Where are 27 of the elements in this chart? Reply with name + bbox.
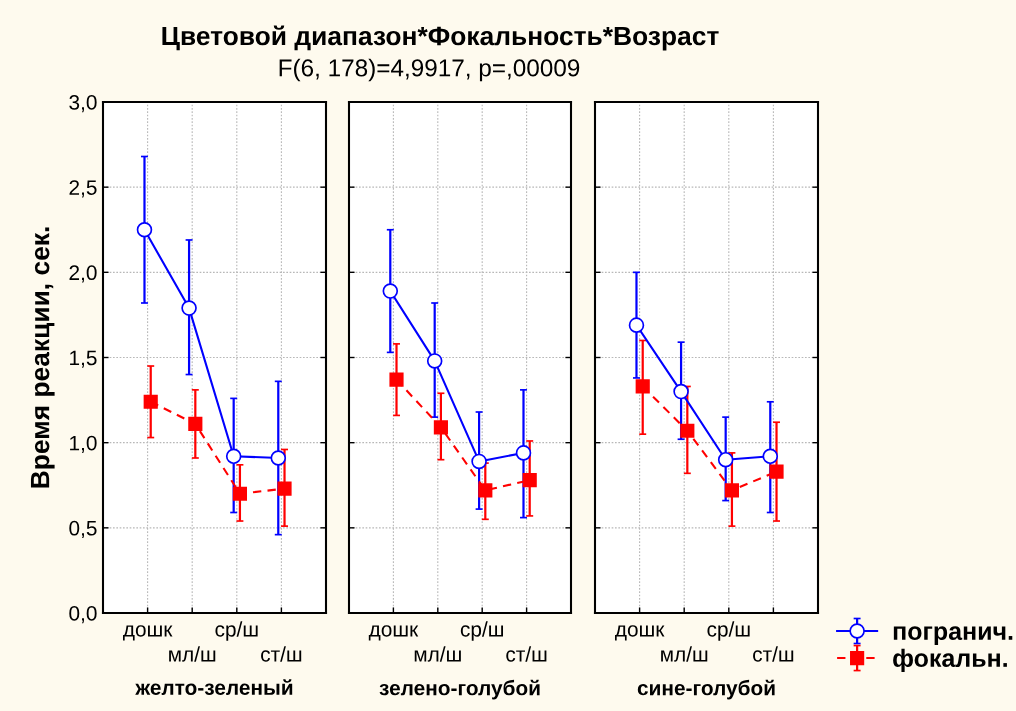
y-tick-label: 0,5 bbox=[69, 520, 97, 539]
y-tick-label: 2,5 bbox=[69, 180, 97, 198]
text: F(6, 178)=4,9917, p=,00009 bbox=[279, 58, 580, 82]
y-axis-title: Время реакции, сек. bbox=[30, 227, 55, 488]
x-tick-label: ст/ш bbox=[261, 646, 302, 662]
y-tick-label: 0,0 bbox=[69, 606, 97, 624]
x-tick-label: дошк bbox=[615, 625, 665, 641]
x-axis-title: желто-зеленый bbox=[135, 679, 293, 695]
y-tick-label: 2,0 bbox=[69, 265, 97, 283]
x-tick-label: мл/ш bbox=[414, 646, 461, 662]
x-tick-label: ср/ш bbox=[707, 621, 750, 641]
x-tick-label: мл/ш bbox=[661, 646, 708, 662]
x-tick-label: мл/ш bbox=[169, 646, 216, 662]
x-axis-title: зелено-голубой bbox=[379, 679, 540, 700]
text: Цветовой диапазон*Фокальность*Возраст bbox=[162, 25, 719, 51]
x-tick-label: ср/ш bbox=[215, 621, 258, 641]
x-axis-title: сине-голубой bbox=[637, 679, 775, 700]
x-tick-label: ср/ш bbox=[460, 621, 504, 641]
x-tick-label: ст/ш bbox=[753, 646, 794, 662]
y-tick-label: 1,5 bbox=[70, 350, 97, 368]
legend-label: фокальн. bbox=[893, 648, 1007, 672]
x-tick-label: дошк bbox=[368, 625, 419, 641]
x-tick-label: ст/ш bbox=[506, 646, 547, 662]
x-tick-label: дошк bbox=[123, 625, 173, 641]
legend-label: погранич. bbox=[893, 626, 1013, 645]
y-tick-label: 3,0 bbox=[69, 95, 97, 113]
y-tick-label: 1,0 bbox=[70, 435, 97, 453]
